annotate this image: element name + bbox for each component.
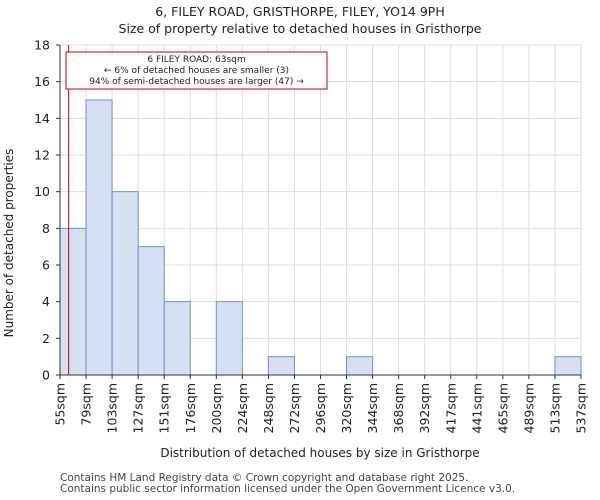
annotation-text-line: 94% of semi-detached houses are larger (…: [89, 77, 304, 87]
bar-248sqm: [267, 356, 295, 376]
bars-layer: [59, 99, 582, 376]
histogram-chart: 0 2 4 6 8 10 12 14 16 18 55sqm 79sqm 103sqm 127sqm 151…: [2, 38, 589, 461]
x-tick-label: 176sqm: [183, 383, 198, 433]
x-tick-label: 224sqm: [235, 383, 250, 433]
bar-55sqm: [59, 227, 87, 376]
chart-title-block: 6, FILEY ROAD, GRISTHORPE, FILEY, YO14 9…: [0, 3, 600, 37]
y-tick-label: 10: [34, 184, 50, 199]
x-tick-label: 79sqm: [79, 383, 94, 426]
x-axis-label: Distribution of detached houses by size …: [160, 446, 479, 460]
y-tick-label: 4: [42, 294, 50, 309]
x-tick-label: 392sqm: [417, 383, 432, 433]
x-tick-label: 368sqm: [391, 383, 406, 433]
chart-subtitle: Size of property relative to detached ho…: [118, 21, 482, 36]
x-tick-label: 465sqm: [495, 383, 510, 433]
y-tick-label: 12: [34, 148, 50, 163]
x-tick-label: 248sqm: [261, 383, 276, 433]
y-tick-label: 0: [42, 368, 50, 383]
footer: Contains HM Land Registry data © Crown c…: [60, 473, 515, 495]
x-tick-label: 417sqm: [443, 383, 458, 433]
y-tick-label: 6: [42, 258, 50, 273]
bar-79sqm: [85, 99, 113, 376]
x-tick-label: 200sqm: [209, 383, 224, 433]
bar-320sqm: [346, 356, 374, 376]
footer-line-2: Contains public sector information licen…: [60, 483, 516, 495]
bar-103sqm: [111, 191, 139, 376]
x-tick-label: 537sqm: [574, 383, 589, 433]
bar-151sqm: [163, 301, 191, 376]
y-tick-label: 16: [34, 74, 50, 89]
annotation-box: [65, 51, 328, 90]
annotation-text-line: ← 6% of detached houses are smaller (3): [104, 66, 289, 76]
x-tick-label: 296sqm: [313, 383, 328, 433]
x-tick-label: 320sqm: [339, 383, 354, 433]
y-tick-label: 18: [34, 38, 50, 53]
annotation-layer: 6 FILEY ROAD: 63sqm← 6% of detached hous…: [65, 45, 328, 375]
x-tick-label: 103sqm: [105, 383, 120, 433]
x-tick-label: 344sqm: [365, 383, 380, 433]
y-axis-label: Number of detached properties: [2, 149, 16, 338]
x-tick-label: 489sqm: [521, 383, 536, 433]
x-tick-label: 55sqm: [53, 383, 68, 426]
bar-127sqm: [137, 246, 165, 376]
x-tick-label: 151sqm: [157, 383, 172, 433]
x-tick-label: 513sqm: [547, 383, 562, 433]
axis-layer: 0 2 4 6 8 10 12 14 16 18 55sqm 79sqm 103sqm 127sqm 151…: [34, 38, 588, 434]
x-tick-label: 441sqm: [469, 383, 484, 433]
bar-513sqm: [554, 356, 582, 376]
bar-200sqm: [215, 301, 243, 376]
y-tick-label: 2: [42, 331, 50, 346]
annotation-text-line: 6 FILEY ROAD: 63sqm: [147, 55, 245, 65]
footer-line-1: Contains HM Land Registry data © Crown c…: [60, 472, 469, 484]
x-tick-label: 127sqm: [131, 383, 146, 433]
chart-title: 6, FILEY ROAD, GRISTHORPE, FILEY, YO14 9…: [155, 4, 445, 19]
y-tick-label: 8: [42, 221, 50, 236]
y-tick-label: 14: [34, 111, 50, 126]
x-tick-label: 272sqm: [287, 383, 302, 433]
